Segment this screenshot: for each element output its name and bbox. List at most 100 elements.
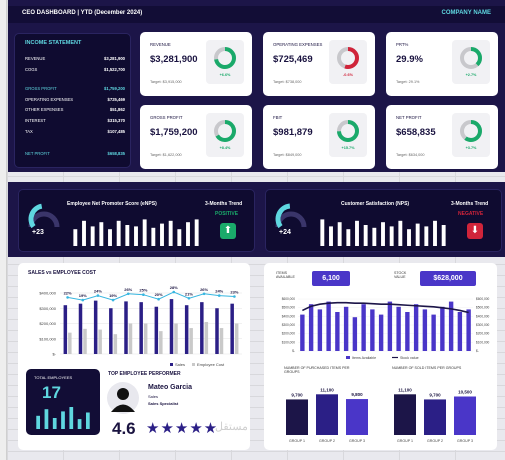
items-bar: [317, 309, 323, 351]
purchased-group-label: GROUP 3: [349, 439, 365, 443]
kpi-gauge-box: +6.6%: [206, 40, 244, 84]
income-row: OTHER EXPENSES $51,862: [25, 107, 125, 115]
purchased-chart: 9,700 GROUP 1 11,100 GROUP 2 9,800 GROUP 3: [286, 387, 368, 443]
employee-bar: [77, 419, 82, 429]
income-row: TAX $107,485: [25, 129, 125, 137]
y-tick-right: $-: [476, 349, 479, 353]
kpi-gauge-box: +3.7%: [452, 113, 490, 157]
arrow-down-icon: ⬇: [467, 223, 483, 239]
kpi-pct: +3.7%: [465, 146, 477, 150]
cost-bar: [189, 328, 193, 354]
income-statement-panel: INCOME STATEMENT REVENUE $3,281,900 COGS $1…: [14, 33, 131, 168]
nps-trend-label: 3-Months Trend: [451, 201, 489, 207]
rating-stars: ★★★★★: [146, 420, 219, 437]
employee-bar: [85, 412, 90, 429]
enps-trend-bar: [108, 229, 112, 246]
nps-score: +24: [279, 229, 291, 236]
sales-bar: [139, 302, 143, 354]
y-tick-left: $300,000: [282, 323, 296, 327]
kpi-value: $725,469: [273, 54, 313, 65]
cost-bar: [83, 328, 87, 354]
income-row: OPERATING EXPENSES $725,469: [25, 97, 125, 105]
sales-bar: [78, 303, 83, 354]
pct-point: [81, 298, 85, 302]
sold-value-label: 10,500: [458, 390, 472, 395]
enps-trend-bar: [194, 219, 199, 246]
income-row-value: $51,862: [109, 107, 125, 112]
pct-label: 20%: [155, 292, 163, 297]
kpi-label: PRT%: [396, 42, 409, 47]
items-available-label: ITEMS AVAILABLE: [276, 271, 295, 279]
kpi-card: GROSS PROFIT $1,759,200 Target: $1,622,000…: [140, 105, 252, 169]
purchased-group-label: GROUP 2: [319, 439, 335, 443]
kpi-card: NET PROFIT $658,835 Target: $634,000 +3.7%: [386, 105, 498, 169]
items-bar: [405, 312, 410, 351]
items-bar: [308, 304, 314, 351]
total-employees-label: TOTAL EMPLOYEES: [34, 375, 73, 380]
sales-bar: [124, 301, 128, 354]
sales-bar: [93, 300, 98, 354]
items-bar: [387, 301, 393, 351]
legend-cost: Employee Cost: [197, 362, 225, 367]
items-bar: [448, 301, 454, 351]
legend-stock: Stock value: [400, 356, 419, 360]
items-bar: [300, 314, 305, 351]
sales-bar: [200, 302, 204, 354]
performer-title: TOP EMPLOYEE PERFORMER: [108, 371, 181, 377]
employee-bar: [44, 409, 49, 429]
kpi-gauge-ring: [460, 47, 482, 69]
kpi-target: Target: $634,000: [396, 153, 425, 157]
y-tick-right: $400,000: [476, 314, 490, 318]
nps-trend-bar: [363, 225, 368, 246]
nps-trend-bar: [337, 222, 342, 246]
legend-items: Items Available: [352, 356, 376, 360]
dashboard-header: CEO DASHBOARD | YTD (December 2024) COMP…: [8, 6, 505, 23]
employee-bar: [52, 418, 57, 429]
kpi-target: Target: $1,622,000: [150, 153, 182, 157]
pct-point: [142, 293, 145, 296]
nps-bars: [320, 219, 446, 246]
y-tick-label: $100,000: [39, 336, 56, 341]
kpi-label: OPERATING EXPENSES: [273, 42, 323, 47]
enps-gauge: [28, 203, 60, 229]
enps-title: Employee Net Promoter Score (eNPS): [67, 201, 157, 207]
y-tick-right: $100,000: [476, 340, 490, 344]
kpi-card: PRT% 29.9% Target: 29.1% +2.7%: [386, 32, 498, 96]
y-tick-label: $400,000: [39, 291, 56, 296]
nps-trend-bar: [320, 219, 325, 246]
nps-trend-bar: [441, 225, 446, 246]
income-row: NET PROFIT $658,835: [25, 151, 125, 159]
sales-bar: [154, 306, 159, 354]
enps-trend-bar: [134, 226, 138, 246]
kpi-label: FBIT: [273, 115, 283, 120]
kpi-pct: -0.6%: [343, 73, 353, 77]
y-tick-right: $500,000: [476, 306, 490, 310]
pct-label: 26%: [124, 287, 132, 292]
y-tick-left: $200,000: [282, 332, 296, 336]
pct-label: 24%: [215, 289, 223, 294]
kpi-value: $3,281,900: [150, 54, 198, 65]
kpi-gauge-ring: [337, 47, 359, 69]
y-tick-left: $-: [292, 349, 295, 353]
sales-chart: $400,000 $300,000 $200,000 $100,000 $- 22% 19%…: [39, 285, 242, 367]
performer-dept: Sales: [148, 394, 159, 399]
watermark: مستقل: [215, 421, 248, 433]
sales-bar: [169, 299, 174, 354]
cost-bar: [174, 323, 178, 354]
income-row-label: REVENUE: [25, 56, 46, 61]
cost-bar: [219, 328, 224, 354]
legend-swatch-cost: [192, 363, 195, 366]
y-tick-right: $300,000: [476, 323, 490, 327]
company-name: COMPANY NAME: [441, 10, 491, 16]
kpi-card: FBIT $981,879 Target: $849,000 +15.7%: [263, 105, 375, 169]
performer-rating: 4.6: [112, 419, 136, 438]
kpi-gauge-box: +8.4%: [206, 113, 244, 157]
kpi-pct: +15.7%: [341, 146, 355, 150]
nps-trend-bar: [424, 226, 429, 246]
sold-group-label: GROUP 1: [397, 439, 413, 443]
kpi-gauge-box: -0.6%: [329, 40, 367, 84]
kpi-pct: +2.7%: [465, 73, 477, 77]
income-row-label: TAX: [25, 129, 33, 134]
kpi-gauge-box: +15.7%: [329, 113, 367, 157]
purchased-title: NUMBER OF PURCHASED ITEMS PER GROUPS: [284, 366, 350, 374]
